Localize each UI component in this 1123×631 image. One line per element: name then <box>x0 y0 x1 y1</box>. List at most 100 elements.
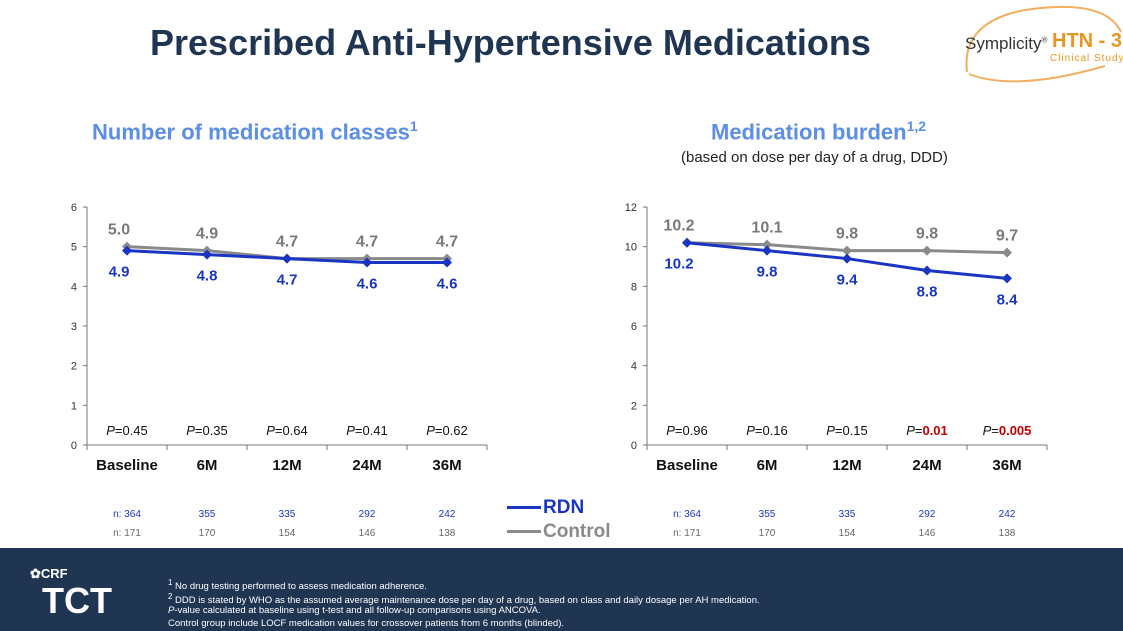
footer-bar <box>0 548 1123 631</box>
left-label-control: 4.7 <box>276 234 298 251</box>
right-n-rdn: 355 <box>758 509 776 520</box>
left-marker-rdn <box>202 249 212 260</box>
legend-control-line <box>507 530 541 533</box>
right-y-tick-label: 12 <box>625 202 637 214</box>
right-n-rdn: 292 <box>918 509 936 520</box>
right-marker-rdn <box>762 245 772 256</box>
left-label-control: 5.0 <box>108 222 130 239</box>
left-pvalue: P=0.45 <box>106 423 148 438</box>
chart-medication-burden: 0 2 4 6 8 10 12 Baseline 6M 12M 24M 36M 10.2 10.1 9.8 9… <box>625 202 1048 474</box>
right-n-rdn: 335 <box>838 509 856 520</box>
right-label-control: 10.1 <box>751 220 782 237</box>
left-chart-title: Number of medication classes1 <box>92 118 418 145</box>
left-x-label: 6M <box>197 457 218 474</box>
right-label-control: 9.8 <box>836 226 858 243</box>
left-y-tick-label: 5 <box>71 242 77 254</box>
logo-study: HTN - 3 <box>1052 30 1122 52</box>
right-chart-title: Medication burden1,2 <box>711 118 927 145</box>
left-n-rdn: 355 <box>198 509 216 520</box>
left-label-rdn: 4.9 <box>109 264 130 281</box>
left-marker-rdn <box>282 253 292 264</box>
legend-rdn-line <box>507 506 541 509</box>
footnote-1: 1 No drug testing performed to assess me… <box>168 578 427 593</box>
right-marker-control <box>1002 247 1012 258</box>
footnote-2: 2 DDD is stated by WHO as the assumed av… <box>168 592 760 607</box>
right-y-tick-label: 6 <box>631 321 637 333</box>
left-marker-rdn <box>362 257 372 268</box>
left-n-control: 170 <box>198 528 216 539</box>
crf-logo: ✿CRF <box>30 566 68 581</box>
left-marker-rdn <box>442 257 452 268</box>
left-n-control: n: 171 <box>113 528 141 539</box>
right-pvalue: P=0.16 <box>746 423 788 438</box>
right-y-tick-label: 10 <box>625 242 637 254</box>
right-n-control: 154 <box>838 528 856 539</box>
right-marker-control <box>842 245 852 256</box>
left-y-tick-label: 6 <box>71 202 77 214</box>
left-x-label: 12M <box>272 457 301 474</box>
right-pvalue: P=0.005 <box>983 423 1032 438</box>
right-y-tick-label: 2 <box>631 400 637 412</box>
right-marker-rdn <box>922 265 932 276</box>
right-pvalue: P=0.15 <box>826 423 868 438</box>
right-marker-rdn <box>842 253 852 264</box>
left-y-tick-label: 3 <box>71 321 77 333</box>
left-n-rdn: 335 <box>278 509 296 520</box>
right-marker-control <box>922 245 932 256</box>
right-label-rdn: 9.8 <box>757 264 778 281</box>
right-y-tick-label: 8 <box>631 281 637 293</box>
right-x-label: 12M <box>832 457 861 474</box>
left-marker-rdn <box>122 245 132 256</box>
right-x-label: 36M <box>992 457 1021 474</box>
left-label-rdn: 4.8 <box>197 268 218 285</box>
left-x-label: Baseline <box>96 457 158 474</box>
left-label-rdn: 4.6 <box>437 276 458 293</box>
left-pvalue: P=0.64 <box>266 423 308 438</box>
logo-subtitle: Clinical Study <box>1050 53 1123 64</box>
logo-brand: Symplicity® <box>965 34 1048 53</box>
study-logo-swoosh <box>965 5 1122 83</box>
right-n-control: 170 <box>758 528 776 539</box>
left-label-control: 4.7 <box>356 234 378 251</box>
right-label-rdn: 9.4 <box>837 272 859 289</box>
legend-control-label: Control <box>543 521 611 542</box>
left-y-tick-label: 0 <box>71 440 77 452</box>
right-n-rdn: n: 364 <box>673 509 701 520</box>
left-pvalue: P=0.41 <box>346 423 388 438</box>
left-y-tick-label: 2 <box>71 361 77 373</box>
right-marker-rdn <box>1002 273 1012 284</box>
right-label-control: 9.8 <box>916 226 938 243</box>
right-x-label: 24M <box>912 457 941 474</box>
left-label-control: 4.9 <box>196 226 218 243</box>
legend-rdn-label: RDN <box>543 497 585 518</box>
chart-medication-classes: 0 1 2 3 4 5 6 Baseline 6M 12M 24M 36M 5.0 4.9 4.7 4.7 4.… <box>71 202 488 474</box>
left-y-tick-label: 4 <box>71 281 77 293</box>
left-label-rdn: 4.6 <box>357 276 378 293</box>
right-label-control: 9.7 <box>996 228 1018 245</box>
left-x-label: 24M <box>352 457 381 474</box>
footnote-4: Control group include LOCF medication va… <box>168 618 565 629</box>
left-label-control: 4.7 <box>436 234 458 251</box>
right-label-control: 10.2 <box>663 218 694 235</box>
right-pvalue: P=0.96 <box>666 423 708 438</box>
left-x-label: 36M <box>432 457 461 474</box>
right-n-rdn: 242 <box>998 509 1016 520</box>
left-n-control: 138 <box>438 528 456 539</box>
left-y-tick-label: 1 <box>71 400 77 412</box>
right-y-tick-label: 4 <box>631 361 637 373</box>
tct-logo: TCT <box>42 580 112 621</box>
left-n-rdn: 242 <box>438 509 456 520</box>
right-pvalue: P=0.01 <box>906 423 948 438</box>
footnote-3: P-value calculated at baseline using t-t… <box>168 605 541 616</box>
right-x-label: Baseline <box>656 457 718 474</box>
left-pvalue: P=0.35 <box>186 423 228 438</box>
left-n-rdn: n: 364 <box>113 509 141 520</box>
right-x-label: 6M <box>757 457 778 474</box>
right-label-rdn: 10.2 <box>664 256 693 273</box>
left-label-rdn: 4.7 <box>277 272 298 289</box>
right-label-rdn: 8.4 <box>997 291 1019 308</box>
right-n-control: 146 <box>918 528 936 539</box>
page-title: Prescribed Anti-Hypertensive Medications <box>150 22 871 63</box>
right-label-rdn: 8.8 <box>917 283 938 300</box>
right-y-tick-label: 0 <box>631 440 637 452</box>
